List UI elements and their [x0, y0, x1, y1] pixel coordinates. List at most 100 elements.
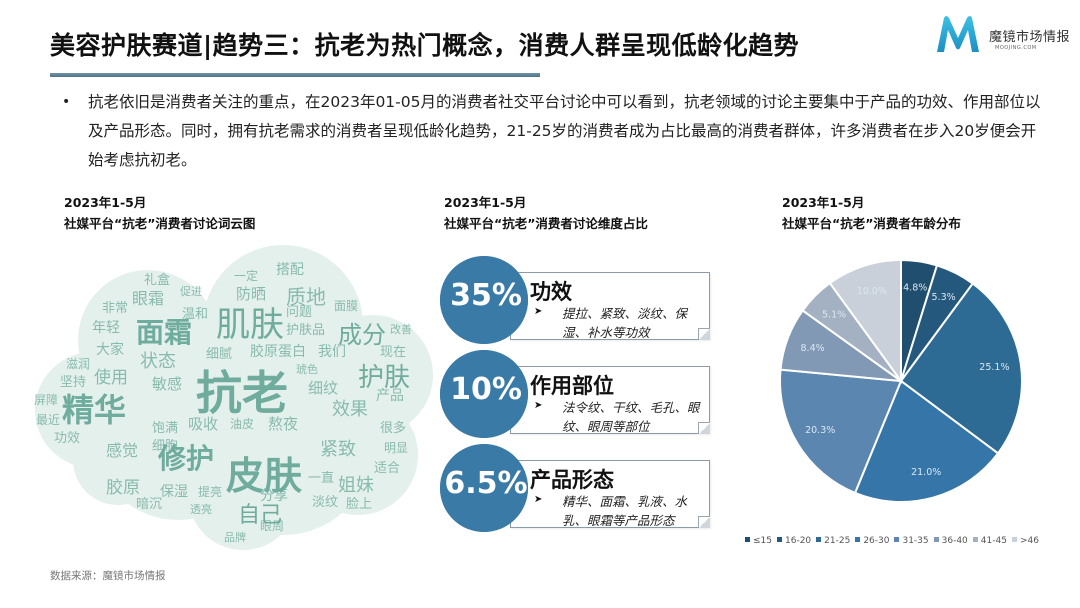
cloud-word: 大家 — [96, 342, 124, 358]
cloud-word: 透亮 — [190, 503, 212, 516]
pie-slice-label: 5.3% — [932, 292, 956, 303]
cloud-word: 眼周 — [260, 519, 285, 533]
m-logo-icon — [937, 16, 979, 52]
dimension-desc: 法令纹、干纹、毛孔、眼纹、眼周等部位 — [562, 400, 700, 434]
arrow-bullet-icon: ➤ — [534, 400, 543, 411]
legend-label: 31-35 — [902, 536, 929, 546]
data-source: 数据来源：魔镜市场情报 — [50, 570, 166, 582]
cloud-word: 防晒 — [236, 285, 267, 303]
legend-swatch-icon — [972, 537, 978, 542]
percent-circle — [440, 256, 528, 344]
pie-legend: ≤15 16-20 21-25 26-30 31-35 36-40 41-45 >46 — [745, 536, 1044, 546]
legend-label: >46 — [1019, 536, 1039, 546]
pie-slice-label: 25.1% — [979, 362, 1009, 373]
legend-swatch-icon — [933, 537, 939, 542]
cloud-word: 精华 — [62, 391, 127, 429]
legend-item: 21-25 — [816, 536, 850, 546]
dimension-percent: 6.5% — [444, 466, 528, 501]
cloud-word: 饱满 — [152, 421, 179, 436]
cloud-word: 淡纹 — [312, 495, 339, 510]
card-note — [510, 460, 710, 528]
cloud-word: 修护 — [158, 442, 215, 475]
legend-swatch-icon — [777, 537, 782, 542]
cloud-word: 暗沉 — [136, 497, 163, 512]
pie-slice-31-35 — [779, 368, 903, 495]
dimension-card-area: 10% 作用部位 ➤ 法令纹、干纹、毛孔、眼纹、眼周等部位 — [440, 350, 725, 438]
cloud-word: 琥色 — [296, 363, 318, 376]
legend-label: 26-30 — [863, 536, 890, 546]
cloud-word: 自己 — [238, 503, 283, 528]
cloud-word: 坚持 — [60, 375, 87, 390]
cloud-word: 熬夜 — [268, 415, 299, 433]
cloud-word: 温和 — [182, 307, 209, 322]
dimension-label: 作用部位 — [530, 374, 614, 398]
cloud-word: 搭配 — [276, 262, 304, 278]
wordcloud-heading: 2023年1-5月 社媒平台“抗老”消费者讨论词云图 — [64, 192, 255, 234]
brand-logo: 魔镜市场情报 MOOJING.COM — [935, 14, 1075, 60]
legend-swatch-icon — [894, 537, 900, 542]
age-pie-chart: 4.8% 5.3% 25.1% 21.0% 20.3% 8.4% 5.1% 10.0% — [770, 250, 1040, 520]
summary-bullet: • 抗老依旧是消费者关注的重点，在2023年01-05月的消费者社交平台讨论中可… — [62, 88, 1049, 175]
age-period: 2023年1-5月 — [782, 195, 865, 210]
wordcloud-period: 2023年1-5月 — [64, 195, 147, 210]
pie-slice-26-30 — [853, 379, 1000, 503]
dimension-percent: 10% — [450, 372, 522, 407]
bullet-icon: • — [62, 94, 71, 110]
dimension-percent: 35% — [450, 278, 522, 313]
dimension-card-efficacy: 35% 功效 ➤ 提拉、紧致、淡纹、保湿、补水等功效 — [440, 256, 725, 344]
legend-item: 36-40 — [933, 536, 968, 546]
cloud-word: 面霜 — [136, 316, 193, 349]
arrow-bullet-icon: ➤ — [534, 494, 543, 505]
legend-label: 41-45 — [980, 536, 1007, 546]
cloud-word: 胶原 — [106, 478, 140, 498]
cloud-word: 年轻 — [92, 320, 120, 336]
summary-text: 抗老依旧是消费者关注的重点，在2023年01-05月的消费者社交平台讨论中可以看… — [88, 93, 1041, 169]
cloud-word: 敏感 — [152, 375, 183, 393]
dimension-label: 功效 — [530, 280, 572, 304]
pie-slice-label: 4.8% — [903, 283, 927, 294]
pie-svg: 4.8% 5.3% 25.1% 21.0% 20.3% 8.4% 5.1% 10.0% — [779, 258, 1023, 503]
logo-name-cn: 魔镜市场情报 — [989, 30, 1071, 45]
cloud-word: 姐妹 — [338, 475, 374, 496]
title-underline — [50, 73, 540, 77]
cloud-word: 分享 — [260, 488, 288, 504]
cloud-word: 使用 — [94, 368, 128, 388]
pie-slice-label: 5.1% — [822, 310, 846, 321]
dimension-desc: 精华、面霜、乳液、水乳、眼霜等产品形态 — [562, 494, 688, 528]
cloud-word: 感觉 — [106, 441, 139, 460]
cloud-shape — [35, 245, 433, 550]
dimension-label: 产品形态 — [530, 468, 614, 492]
arrow-bullet-icon: ➤ — [534, 306, 543, 317]
cloud-word: 明显 — [384, 441, 409, 455]
cloud-word: 功效 — [54, 431, 81, 446]
dimensions-heading: 2023年1-5月 社媒平台“抗老”消费者讨论维度占比 — [444, 192, 648, 234]
pie-slice-label: 21.0% — [911, 467, 941, 478]
card-note — [510, 272, 710, 340]
page-curl-icon — [698, 328, 710, 340]
age-heading: 2023年1-5月 社媒平台“抗老”消费者年龄分布 — [782, 192, 961, 234]
cloud-word: 成分 — [338, 321, 386, 349]
page-curl-icon — [698, 516, 710, 528]
cloud-word: 品牌 — [224, 531, 246, 544]
pie-slice-21-25 — [899, 282, 1023, 455]
cloud-word: 状态 — [140, 351, 176, 372]
cloud-word: 问题 — [286, 305, 313, 320]
cloud-word: 面膜 — [334, 299, 359, 313]
cloud-word: 很多 — [380, 421, 407, 436]
cloud-word: 护肤品 — [286, 323, 326, 338]
legend-label: 36-40 — [941, 536, 968, 546]
cloud-word: 护肤 — [358, 363, 411, 393]
legend-item: 16-20 — [777, 536, 811, 546]
cloud-word: 油皮 — [230, 417, 255, 431]
dimensions-title: 社媒平台“抗老”消费者讨论维度占比 — [444, 216, 648, 231]
cloud-word: 产品 — [376, 388, 404, 404]
legend-item: 26-30 — [855, 536, 889, 546]
cloud-word: 紧致 — [320, 439, 356, 460]
cloud-word: 非常 — [102, 301, 129, 316]
cloud-word: 细纹 — [308, 379, 339, 397]
pie-slice->46 — [828, 258, 902, 385]
dimensions-period: 2023年1-5月 — [444, 195, 527, 210]
legend-swatch-icon — [855, 537, 861, 542]
cloud-word: 脸上 — [346, 497, 373, 512]
cloud-word: 一定 — [234, 269, 259, 283]
